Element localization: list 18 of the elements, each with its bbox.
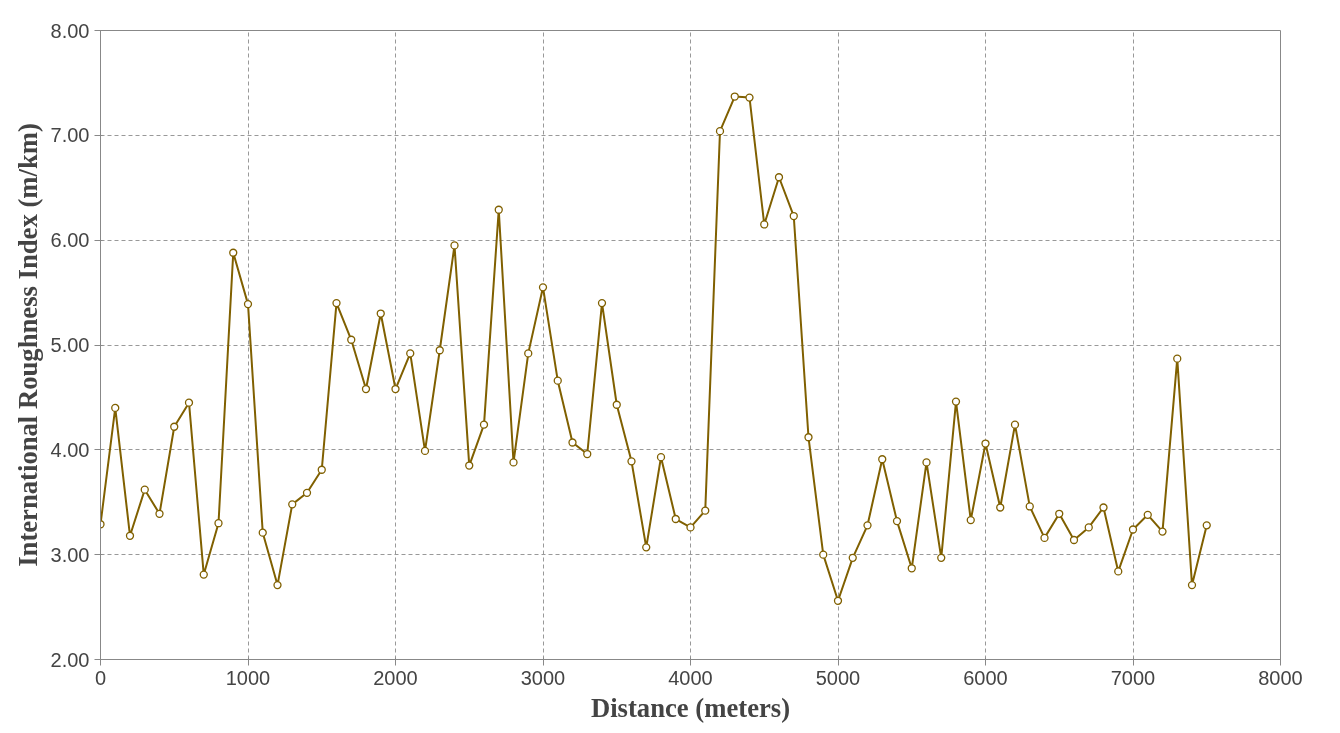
x-tick-label: 0 <box>94 666 107 689</box>
x-tick-label: 2000 <box>373 666 418 689</box>
y-tick-label: 5.00 <box>50 334 90 356</box>
x-tick-label: 7000 <box>1110 666 1156 689</box>
y-tick-label: 2.00 <box>50 648 90 671</box>
x-tick-label: 3000 <box>520 666 566 689</box>
x-tick-label: 8000 <box>1258 666 1303 689</box>
x-tick-label: 4000 <box>668 666 713 689</box>
x-tick-label: 6000 <box>963 666 1008 689</box>
x-tick-label: 5000 <box>815 666 861 689</box>
y-tick-label: 8.00 <box>50 19 90 42</box>
x-tick-label: 1000 <box>225 666 271 689</box>
y-tick-label: 6.00 <box>50 229 90 252</box>
y-axis-title: International Roughness Index (m/km) <box>12 123 43 567</box>
x-axis-title: Distance (meters) <box>590 692 791 723</box>
y-tick-label: 3.00 <box>50 543 90 566</box>
y-tick-label: 7.00 <box>50 124 90 147</box>
y-tick-label: 4.00 <box>50 438 90 461</box>
